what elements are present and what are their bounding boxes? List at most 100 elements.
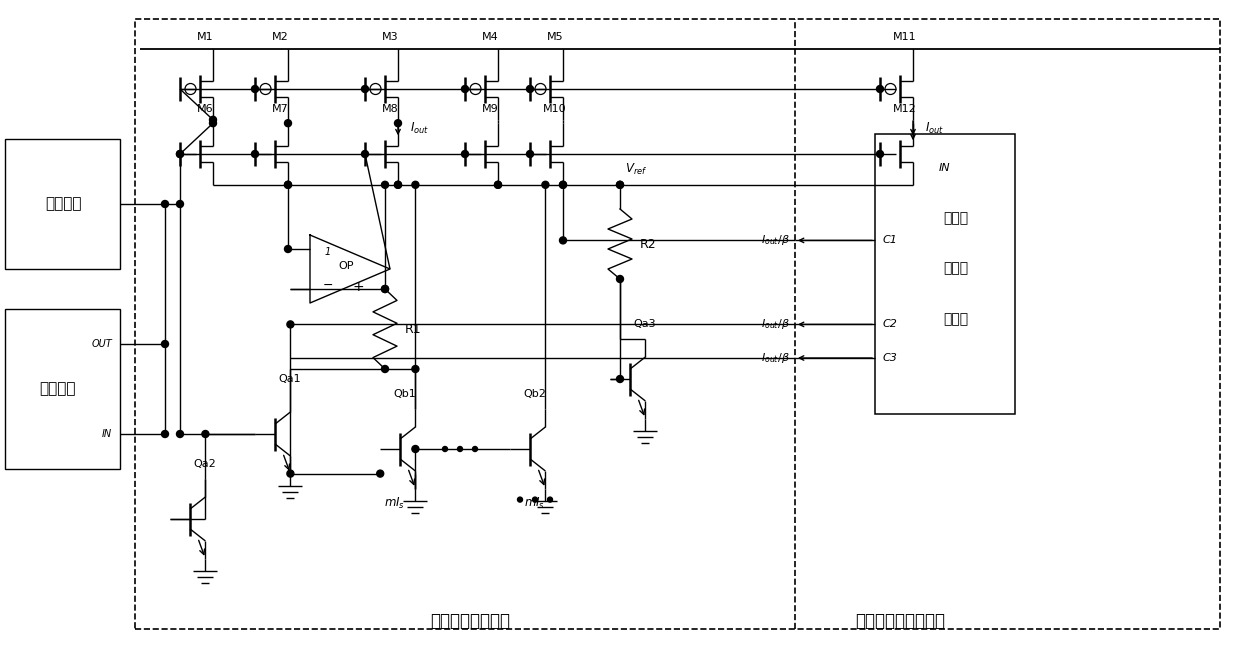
Text: $I_{out}$: $I_{out}$ (410, 121, 429, 136)
Circle shape (252, 86, 258, 93)
Bar (5, 139, 120, 269)
Circle shape (394, 181, 402, 188)
Text: Qb2: Qb2 (523, 389, 547, 399)
Text: M4: M4 (481, 32, 498, 42)
Text: $mI_s$: $mI_s$ (384, 496, 405, 511)
Text: $I_{out}/\beta$: $I_{out}/\beta$ (761, 351, 790, 365)
Circle shape (286, 321, 294, 328)
Circle shape (362, 151, 368, 158)
Circle shape (527, 151, 533, 158)
Circle shape (176, 430, 184, 437)
Circle shape (472, 447, 477, 452)
Circle shape (877, 86, 883, 93)
Circle shape (616, 376, 624, 382)
Text: 1: 1 (325, 247, 331, 257)
Bar (875, 134, 1016, 414)
Text: +: + (352, 280, 363, 294)
Circle shape (284, 119, 291, 127)
Circle shape (252, 151, 258, 158)
Text: IN: IN (102, 429, 112, 439)
Circle shape (412, 365, 419, 373)
Circle shape (176, 151, 184, 158)
Circle shape (284, 181, 291, 188)
Circle shape (284, 245, 291, 252)
Circle shape (542, 181, 549, 188)
Circle shape (548, 497, 553, 502)
Circle shape (394, 181, 402, 188)
Circle shape (559, 181, 567, 188)
Text: M6: M6 (197, 104, 213, 114)
Circle shape (362, 86, 368, 93)
Circle shape (210, 116, 217, 123)
Text: M1: M1 (197, 32, 213, 42)
Text: Qa2: Qa2 (193, 459, 216, 469)
Text: 产生器: 产生器 (944, 312, 968, 326)
Circle shape (412, 445, 419, 452)
Circle shape (161, 430, 169, 437)
Circle shape (382, 286, 388, 293)
Circle shape (495, 181, 501, 188)
Text: $mI_s$: $mI_s$ (525, 496, 546, 511)
Text: OP: OP (339, 261, 353, 271)
Circle shape (616, 275, 624, 282)
Circle shape (412, 181, 419, 188)
Text: M11: M11 (893, 32, 916, 42)
Text: M9: M9 (481, 104, 498, 114)
Circle shape (616, 181, 624, 188)
Circle shape (458, 447, 463, 452)
Text: C2: C2 (883, 319, 898, 330)
Circle shape (527, 86, 533, 93)
Text: IN: IN (939, 163, 951, 173)
Text: M2: M2 (272, 32, 289, 42)
Circle shape (394, 119, 402, 127)
Text: C1: C1 (883, 236, 898, 245)
Text: $I_{out}/\beta$: $I_{out}/\beta$ (761, 234, 790, 247)
Circle shape (286, 470, 294, 477)
Text: M10: M10 (543, 104, 567, 114)
Circle shape (461, 86, 469, 93)
Circle shape (161, 201, 169, 208)
Circle shape (517, 497, 522, 502)
Circle shape (377, 470, 383, 477)
Circle shape (176, 201, 184, 208)
Text: $V_{ref}$: $V_{ref}$ (625, 162, 647, 177)
Text: R1: R1 (405, 323, 422, 336)
Text: M3: M3 (382, 32, 398, 42)
Text: M5: M5 (547, 32, 563, 42)
Text: $I_{out}/\beta$: $I_{out}/\beta$ (761, 317, 790, 332)
Text: 偏置电路: 偏置电路 (45, 197, 82, 212)
Circle shape (495, 181, 501, 188)
Circle shape (382, 365, 388, 373)
Text: Qa3: Qa3 (634, 319, 656, 329)
Text: 精确补: 精确补 (944, 211, 968, 225)
Text: $I_{out}$: $I_{out}$ (925, 121, 944, 136)
Circle shape (559, 237, 567, 244)
Bar (5, 309, 120, 469)
Text: C3: C3 (883, 353, 898, 363)
Circle shape (210, 119, 217, 127)
Circle shape (559, 181, 567, 188)
Circle shape (382, 286, 388, 293)
Text: M7: M7 (272, 104, 289, 114)
Text: −: − (322, 279, 334, 292)
Circle shape (616, 181, 624, 188)
Text: 启动电路: 启动电路 (40, 382, 76, 397)
Circle shape (176, 151, 184, 158)
Text: 发射极电流补偿电路: 发射极电流补偿电路 (856, 612, 945, 630)
Circle shape (877, 151, 883, 158)
Text: Qb1: Qb1 (393, 389, 417, 399)
Circle shape (461, 151, 469, 158)
Text: R2: R2 (640, 238, 657, 251)
Circle shape (532, 497, 537, 502)
Bar (135, 19, 1220, 629)
Circle shape (161, 341, 169, 347)
Text: Qa1: Qa1 (279, 374, 301, 384)
Text: M12: M12 (893, 104, 916, 114)
Circle shape (382, 181, 388, 188)
Circle shape (202, 430, 208, 437)
Text: 基准电压产生电路: 基准电压产生电路 (430, 612, 510, 630)
Circle shape (443, 447, 448, 452)
Circle shape (284, 181, 291, 188)
Text: OUT: OUT (92, 339, 112, 349)
Text: M8: M8 (382, 104, 398, 114)
